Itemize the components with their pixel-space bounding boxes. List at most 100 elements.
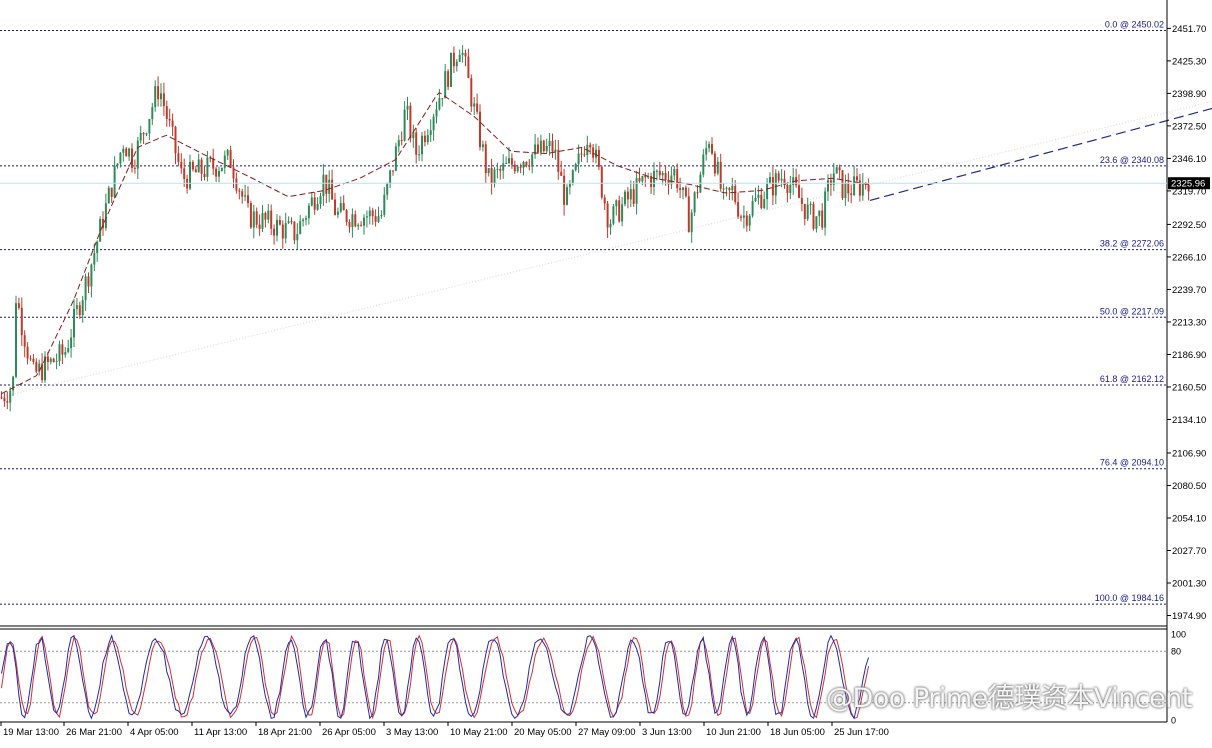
candle-body (365, 216, 368, 218)
x-tick-label: 26 Apr 05:00 (322, 727, 376, 738)
candle-body (502, 163, 505, 171)
candle-body (719, 161, 722, 189)
candle-body (513, 164, 516, 172)
candle-body (429, 130, 432, 136)
candle-body (827, 180, 829, 192)
candle-body (302, 219, 305, 222)
candle-body (577, 153, 580, 165)
candle-body (522, 162, 525, 168)
candle-body (32, 358, 35, 362)
candle-body (218, 171, 220, 177)
candle-body (186, 178, 189, 189)
candle-body (342, 203, 345, 211)
candle-body (331, 179, 334, 200)
candle-body (180, 161, 183, 169)
candle-body (67, 348, 70, 352)
candle-body (392, 170, 394, 172)
candle-body (583, 154, 586, 156)
candle-body (38, 363, 41, 372)
candle-body (154, 86, 157, 108)
x-tick-label: 20 May 05:00 (514, 727, 572, 738)
candle-body (473, 103, 476, 107)
candle-body (423, 135, 426, 143)
candle-body (476, 103, 479, 112)
candle-body (96, 241, 99, 254)
candle-body (232, 167, 235, 179)
candle-body (763, 199, 766, 209)
candle-body (597, 149, 600, 167)
candle-body (563, 175, 566, 205)
candle-body (305, 218, 307, 220)
candle-body (499, 168, 502, 171)
candle-body (438, 98, 441, 110)
candle-body (235, 178, 238, 191)
candle-body (470, 78, 473, 107)
candle-body (322, 174, 325, 197)
candle-body (618, 200, 621, 222)
candle-body (81, 300, 84, 316)
candle-body (90, 264, 93, 287)
candle-body (432, 116, 435, 131)
oscillator-main-line (1, 634, 870, 720)
candle-body (261, 212, 264, 229)
candle-body (481, 144, 484, 148)
candle-body (490, 168, 493, 184)
candle-body (667, 179, 670, 185)
candle-body (574, 164, 577, 171)
candle-body (603, 197, 606, 204)
fib-level-label: 100.0 @ 1984.16 (1095, 593, 1164, 603)
candle-body (713, 153, 716, 174)
candle-body (197, 159, 200, 173)
candle-body (46, 356, 49, 363)
candle-body (450, 52, 452, 87)
y-tick-label: 2346.10 (1172, 154, 1206, 165)
candle-body (17, 303, 20, 308)
candle-body (249, 203, 252, 228)
candle-body (606, 203, 609, 228)
candle-body (647, 175, 650, 178)
y-tick-label: 2001.30 (1172, 578, 1206, 589)
candle-body (41, 363, 44, 381)
candle-body (760, 194, 763, 209)
candle-body (447, 71, 450, 87)
candle-body (223, 155, 226, 168)
candle-body (809, 204, 812, 206)
candle-body (212, 158, 215, 169)
candle-body (58, 344, 61, 362)
candle-body (151, 107, 154, 120)
candle-body (191, 161, 194, 170)
candle-body (702, 154, 705, 175)
y-tick-label: 2372.50 (1172, 121, 1206, 132)
fib-level-label: 38.2 @ 2272.06 (1100, 239, 1164, 249)
candle-body (102, 219, 104, 229)
candle-body (273, 228, 276, 236)
candle-body (693, 192, 696, 213)
candle-body (418, 154, 421, 156)
watermark-text: @Doo Prime德璞资本Vincent (826, 683, 1192, 714)
candle-body (734, 185, 737, 203)
candle-body (687, 196, 690, 233)
candle-body (171, 120, 174, 127)
candle-body (568, 183, 571, 188)
candle-body (632, 189, 635, 204)
candle-body (554, 149, 557, 152)
y-tick-label: 2027.70 (1172, 546, 1206, 557)
candle-body (157, 86, 160, 100)
candle-body (542, 140, 545, 152)
candle-body (281, 224, 284, 239)
candle-body (748, 215, 751, 226)
x-tick-label: 3 May 13:00 (386, 727, 438, 738)
candle-body (3, 397, 6, 402)
osc-tick-label: 80 (1171, 647, 1181, 657)
candle-body (650, 175, 653, 187)
candle-body (160, 93, 162, 100)
candle-body (241, 191, 244, 197)
candle-body (467, 56, 470, 79)
candle-body (539, 140, 542, 153)
y-tick-label: 2080.50 (1172, 481, 1206, 492)
candle-body (136, 140, 139, 169)
candle-body (528, 165, 531, 167)
candle-body (293, 221, 296, 241)
